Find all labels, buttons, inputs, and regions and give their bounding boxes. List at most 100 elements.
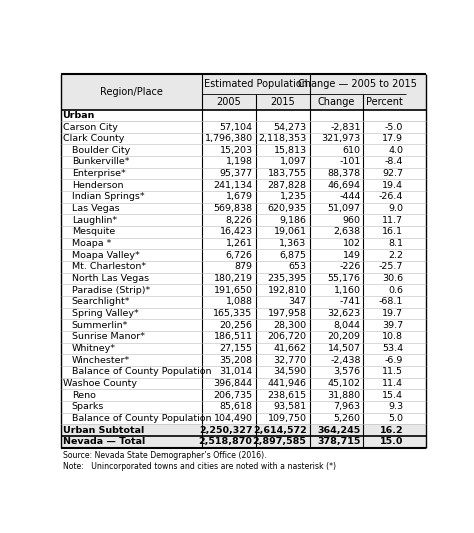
Text: Source: Nevada State Demographer’s Office (2016).: Source: Nevada State Demographer’s Offic… [63,451,266,460]
Text: 191,650: 191,650 [214,286,253,295]
Text: 10.8: 10.8 [382,333,403,342]
Text: 31,880: 31,880 [328,391,361,400]
Text: 2.2: 2.2 [388,251,403,260]
Text: 1,160: 1,160 [334,286,361,295]
Text: 46,694: 46,694 [328,181,361,190]
Text: 14,507: 14,507 [328,344,361,353]
Text: Clark County: Clark County [63,134,124,143]
Text: Bunkerville*: Bunkerville* [72,157,129,166]
Text: 238,615: 238,615 [267,391,307,400]
Text: -8.4: -8.4 [385,157,403,166]
Text: 15,203: 15,203 [219,146,253,155]
Text: Change: Change [318,96,355,107]
Text: 88,378: 88,378 [328,169,361,178]
Text: Reno: Reno [72,391,96,400]
Text: 1,235: 1,235 [280,192,307,201]
Text: 610: 610 [343,146,361,155]
Text: Carson City: Carson City [63,123,118,132]
Text: 85,618: 85,618 [219,402,253,411]
Text: 1,097: 1,097 [280,157,307,166]
Text: 2015: 2015 [270,96,295,107]
Text: Searchlight*: Searchlight* [72,297,130,306]
Text: 2,518,870: 2,518,870 [199,438,253,446]
Text: 30.6: 30.6 [382,274,403,283]
Text: -2,438: -2,438 [330,356,361,365]
Text: 102: 102 [343,239,361,248]
Text: 2,638: 2,638 [333,228,361,237]
Text: Moapa *: Moapa * [72,239,111,248]
Text: Region/Place: Region/Place [100,87,163,97]
Text: 32,770: 32,770 [273,356,307,365]
Text: -2,831: -2,831 [330,123,361,132]
Text: 5,260: 5,260 [334,414,361,423]
Text: -101: -101 [339,157,361,166]
Text: 20,256: 20,256 [219,321,253,330]
Text: 0.6: 0.6 [388,286,403,295]
Text: 93,581: 93,581 [273,402,307,411]
Text: Urban Subtotal: Urban Subtotal [63,426,144,435]
Text: -26.4: -26.4 [379,192,403,201]
Text: 27,155: 27,155 [219,344,253,353]
Text: Balance of County Population: Balance of County Population [72,367,211,376]
Text: 620,935: 620,935 [267,204,307,213]
Text: 8,226: 8,226 [226,216,253,225]
Text: 28,300: 28,300 [273,321,307,330]
Text: -444: -444 [339,192,361,201]
Bar [61,424,426,436]
Text: 1,261: 1,261 [226,239,253,248]
Text: 192,810: 192,810 [268,286,307,295]
Text: 11.4: 11.4 [382,379,403,388]
Text: 6,726: 6,726 [226,251,253,260]
Text: Urban: Urban [63,111,95,120]
Text: 364,245: 364,245 [317,426,361,435]
Text: 109,750: 109,750 [268,414,307,423]
Text: 16.1: 16.1 [382,228,403,237]
Text: 569,838: 569,838 [213,204,253,213]
Text: Whitney*: Whitney* [72,344,116,353]
Text: 15.4: 15.4 [382,391,403,400]
Text: 235,395: 235,395 [267,274,307,283]
Text: 9.3: 9.3 [388,402,403,411]
Text: Winchester*: Winchester* [72,356,130,365]
Text: 53.4: 53.4 [382,344,403,353]
Text: 19.7: 19.7 [382,309,403,318]
Text: Washoe County: Washoe County [63,379,137,388]
Text: 4.0: 4.0 [388,146,403,155]
Text: 9.0: 9.0 [388,204,403,213]
Text: -25.7: -25.7 [379,262,403,271]
Text: 206,735: 206,735 [213,391,253,400]
Text: 34,590: 34,590 [273,367,307,376]
Text: 16,423: 16,423 [219,228,253,237]
Text: Sunrise Manor*: Sunrise Manor* [72,333,145,342]
Text: 8.1: 8.1 [388,239,403,248]
Text: 197,958: 197,958 [268,309,307,318]
Text: 8,044: 8,044 [334,321,361,330]
Text: 95,377: 95,377 [219,169,253,178]
Text: 653: 653 [289,262,307,271]
Text: 396,844: 396,844 [213,379,253,388]
Text: 3,576: 3,576 [333,367,361,376]
Text: 92.7: 92.7 [382,169,403,178]
Bar [61,94,426,109]
Text: -5.0: -5.0 [385,123,403,132]
Text: 1,796,380: 1,796,380 [204,134,253,143]
Text: 7,963: 7,963 [333,402,361,411]
Text: -68.1: -68.1 [379,297,403,306]
Text: 104,490: 104,490 [214,414,253,423]
Text: -226: -226 [339,262,361,271]
Text: 19.4: 19.4 [382,181,403,190]
Text: 149: 149 [343,251,361,260]
Text: 2005: 2005 [216,96,241,107]
Text: 2,897,585: 2,897,585 [253,438,307,446]
Text: 31,014: 31,014 [219,367,253,376]
Text: 183,755: 183,755 [267,169,307,178]
Text: 960: 960 [343,216,361,225]
Text: 11.5: 11.5 [382,367,403,376]
Text: 6,875: 6,875 [280,251,307,260]
Text: 39.7: 39.7 [382,321,403,330]
Text: Note:   Unincorporated towns and cities are noted with a nasterisk (*): Note: Unincorporated towns and cities ar… [63,463,336,472]
Text: 15.0: 15.0 [380,438,403,446]
Text: 20,209: 20,209 [328,333,361,342]
Text: Spring Valley*: Spring Valley* [72,309,138,318]
Bar [61,74,426,94]
